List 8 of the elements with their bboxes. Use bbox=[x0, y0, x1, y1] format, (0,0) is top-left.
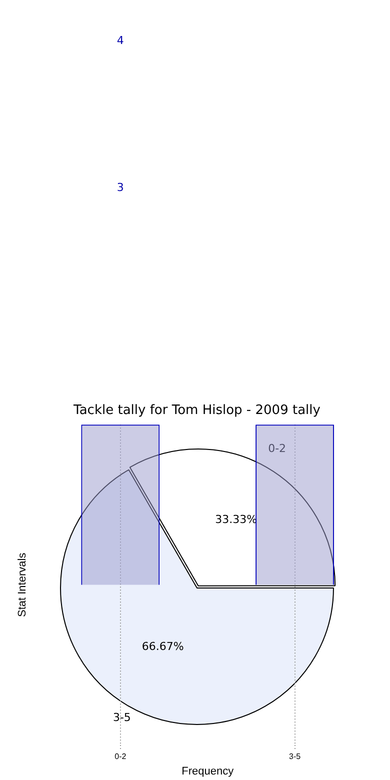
data-label: 66.67% bbox=[142, 640, 184, 653]
slice-label: 0-2 bbox=[268, 442, 286, 456]
text: 3 bbox=[116, 181, 124, 194]
slice-label: 3-5 bbox=[112, 710, 131, 724]
x-axis-title: Frequency bbox=[182, 765, 234, 778]
y-axis-title: Stat Intervals bbox=[16, 552, 29, 617]
chart-title: Tackle tally for Tom Hislop - 2009 tally bbox=[72, 403, 321, 418]
text: 4 bbox=[116, 34, 124, 47]
